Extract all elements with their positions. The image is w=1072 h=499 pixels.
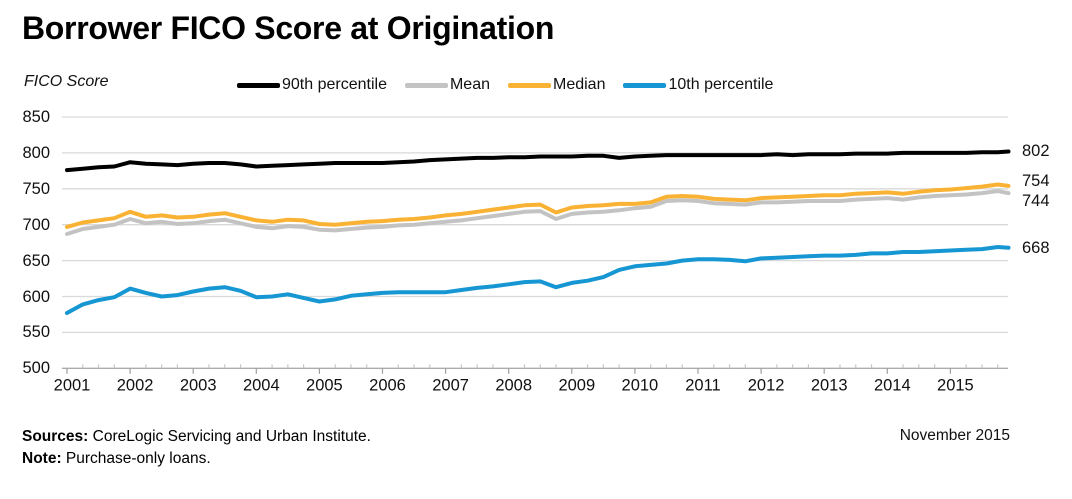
- x-axis-year-label: 2005: [306, 376, 343, 394]
- note-label: Note:: [22, 450, 62, 467]
- x-axis-year-label: 2010: [622, 376, 659, 394]
- x-axis-year-label: 2006: [369, 376, 406, 394]
- line-chart: 2001 2002 2003 2004 2005 2006 2007 2008 2009 2010…: [54, 116, 1011, 394]
- x-axis-year-label: 2009: [558, 376, 595, 394]
- legend-item-10th-percentile: 10th percentile: [623, 76, 773, 94]
- legend-label: Mean: [449, 76, 490, 93]
- legend-label: 90th percentile: [282, 76, 387, 93]
- series-line-median: [65, 182, 1011, 229]
- legend-swatch-mean: [404, 82, 448, 88]
- x-axis-year-label: 2003: [180, 376, 217, 394]
- legend-item-mean: Mean: [404, 76, 490, 94]
- note-line: Note: Purchase-only loans.: [22, 448, 371, 470]
- x-axis-year-label: 2008: [495, 376, 532, 394]
- x-axis-year-label: 2001: [54, 376, 91, 394]
- x-axis-year-label: 2002: [117, 376, 154, 394]
- legend-swatch-median: [508, 82, 551, 88]
- y-axis-tick-label: 600: [22, 287, 50, 306]
- y-axis-tick-label: 700: [22, 215, 50, 234]
- sources-label: Sources:: [22, 428, 89, 445]
- series-line-10th-percentile: [65, 245, 1011, 315]
- y-axis-tick-label: 750: [22, 179, 50, 198]
- series-line-90th-percentile: [65, 149, 1011, 173]
- x-axis-year-label: 2011: [685, 376, 720, 394]
- y-axis-title: FICO Score: [24, 73, 109, 90]
- x-axis-year-label: 2014: [874, 376, 911, 394]
- y-axis-tick-label: 500: [22, 359, 50, 378]
- series-line-mean: [65, 189, 1011, 236]
- y-axis-tick-label: 650: [22, 251, 50, 270]
- x-axis-year-label: 2007: [432, 376, 469, 394]
- legend-label: Median: [553, 76, 606, 93]
- end-value-label-mean: 744: [1022, 192, 1050, 211]
- y-axis-tick-label: 800: [22, 143, 50, 162]
- sources-line: Sources: CoreLogic Servicing and Urban I…: [22, 426, 371, 448]
- legend-swatch-90th-percentile: [237, 82, 280, 88]
- end-value-label-90th-percentile: 802: [1022, 142, 1050, 161]
- y-axis-tick-label: 550: [22, 323, 50, 342]
- note-text: Purchase-only loans.: [61, 450, 211, 467]
- sources-text: CoreLogic Servicing and Urban Institute.: [88, 428, 371, 445]
- chart-legend: 90th percentile Mean Median 10th percentile: [237, 76, 773, 94]
- x-axis-year-label: 2012: [748, 376, 785, 394]
- legend-item-90th-percentile: 90th percentile: [237, 76, 387, 94]
- y-axis-tick-label: 850: [22, 108, 50, 126]
- end-value-label-median: 754: [1022, 171, 1050, 190]
- x-axis-year-label: 2004: [243, 376, 280, 394]
- legend-label: 10th percentile: [668, 76, 774, 93]
- x-axis-year-label: 2015: [937, 376, 974, 394]
- footer-notes: Sources: CoreLogic Servicing and Urban I…: [22, 426, 371, 470]
- report-date: November 2015: [899, 427, 1010, 444]
- end-value-label-10th-percentile: 668: [1022, 238, 1050, 257]
- page-title: Borrower FICO Score at Origination: [22, 10, 555, 46]
- legend-item-median: Median: [508, 76, 605, 94]
- legend-swatch-10th-percentile: [623, 82, 667, 88]
- x-axis-year-label: 2013: [811, 376, 848, 394]
